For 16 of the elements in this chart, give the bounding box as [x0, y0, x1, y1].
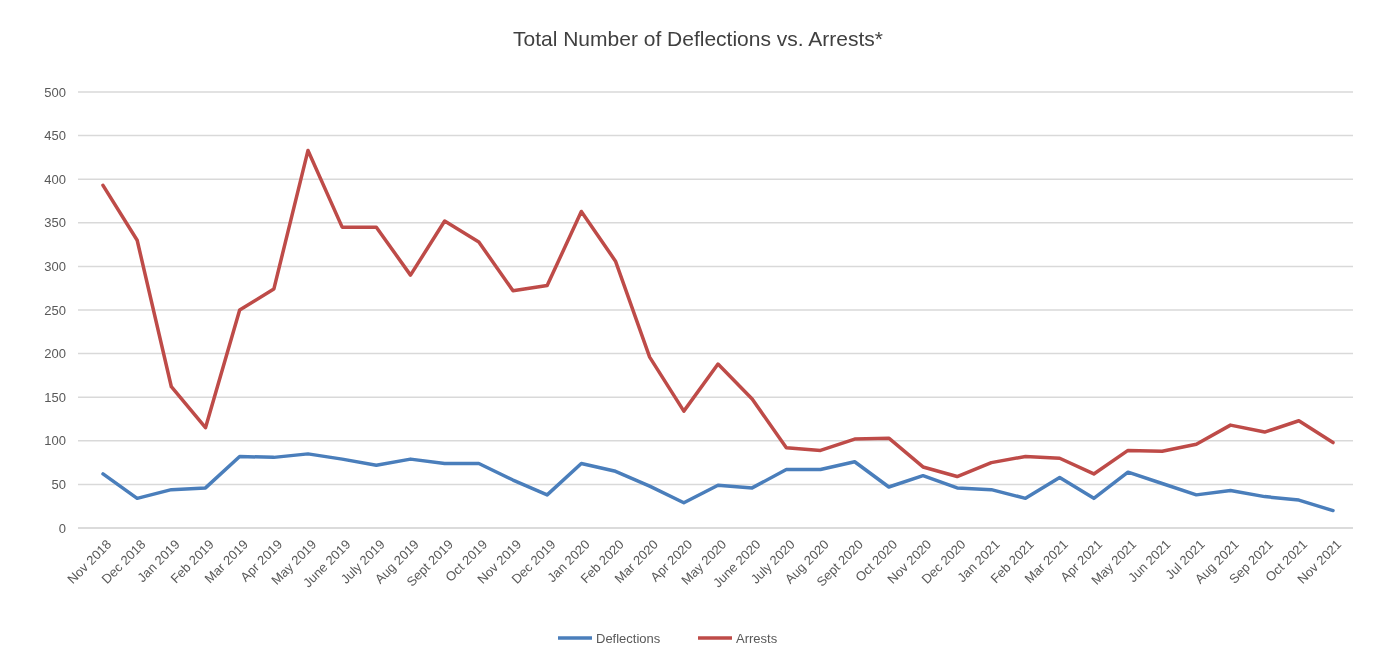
y-tick-label: 500 — [44, 84, 66, 100]
chart-title: Total Number of Deflections vs. Arrests* — [513, 27, 883, 50]
y-tick-label: 100 — [44, 433, 66, 449]
y-tick-label: 0 — [58, 520, 66, 536]
line-series — [101, 148, 1335, 479]
y-tick-label: 150 — [44, 389, 66, 405]
line-series — [101, 452, 1335, 513]
y-tick-label: 250 — [44, 302, 66, 318]
legend-label: Arrests — [736, 630, 778, 646]
y-tick-label: 50 — [51, 476, 66, 492]
y-tick-label: 450 — [44, 128, 66, 144]
y-tick-label: 400 — [44, 171, 66, 187]
y-tick-label: 300 — [44, 258, 66, 274]
y-tick-label: 350 — [44, 215, 66, 231]
y-tick-label: 200 — [44, 346, 66, 362]
legend-label: Deflections — [596, 630, 661, 646]
